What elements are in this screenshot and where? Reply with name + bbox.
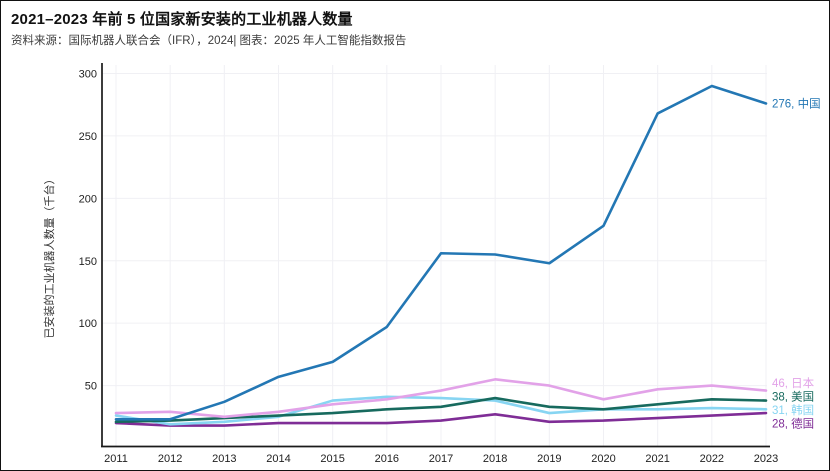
x-tick-label: 2015 bbox=[320, 453, 344, 465]
y-axis-title: 已安装的工业机器人数量（千台） bbox=[42, 174, 56, 339]
series-end-label-china: 276, 中国 bbox=[772, 97, 821, 110]
series-line-korea bbox=[114, 395, 768, 426]
x-tick-label: 2019 bbox=[537, 453, 561, 465]
x-tick-label: 2013 bbox=[212, 453, 236, 465]
x-tick-label: 2014 bbox=[266, 453, 290, 465]
series-end-label-usa: 38, 美国 bbox=[772, 390, 814, 404]
y-tick-label: 150 bbox=[79, 256, 97, 268]
y-tick-label: 100 bbox=[79, 318, 97, 330]
x-tick-label: 2022 bbox=[700, 453, 724, 465]
y-tick-label: 250 bbox=[79, 131, 97, 143]
x-tick-label: 2020 bbox=[591, 453, 615, 465]
series-line-japan bbox=[114, 378, 768, 419]
y-tick-label: 300 bbox=[79, 69, 97, 81]
series-line-germany bbox=[114, 411, 768, 427]
chart-title: 2021–2023 年前 5 位国家新安装的工业机器人数量 bbox=[11, 11, 353, 28]
chart-source-note: 资料来源：国际机器人联合会（IFR），2024| 图表：2025 年人工智能指数… bbox=[11, 35, 407, 47]
series-end-label-germany: 28, 德国 bbox=[772, 417, 814, 431]
series-end-label-japan: 46, 日本 bbox=[772, 376, 815, 390]
x-tick-label: 2023 bbox=[754, 453, 778, 465]
series-end-label-korea: 31, 韩国 bbox=[772, 403, 814, 417]
x-tick-label: 2012 bbox=[158, 453, 182, 465]
x-tick-label: 2011 bbox=[104, 453, 128, 465]
series-line-china bbox=[114, 84, 768, 421]
x-tick-label: 2017 bbox=[429, 453, 453, 465]
y-tick-label: 200 bbox=[79, 193, 97, 205]
y-tick-label: 50 bbox=[85, 381, 97, 393]
x-tick-label: 2018 bbox=[483, 453, 507, 465]
x-tick-label: 2016 bbox=[375, 453, 399, 465]
x-tick-label: 2021 bbox=[645, 453, 669, 465]
